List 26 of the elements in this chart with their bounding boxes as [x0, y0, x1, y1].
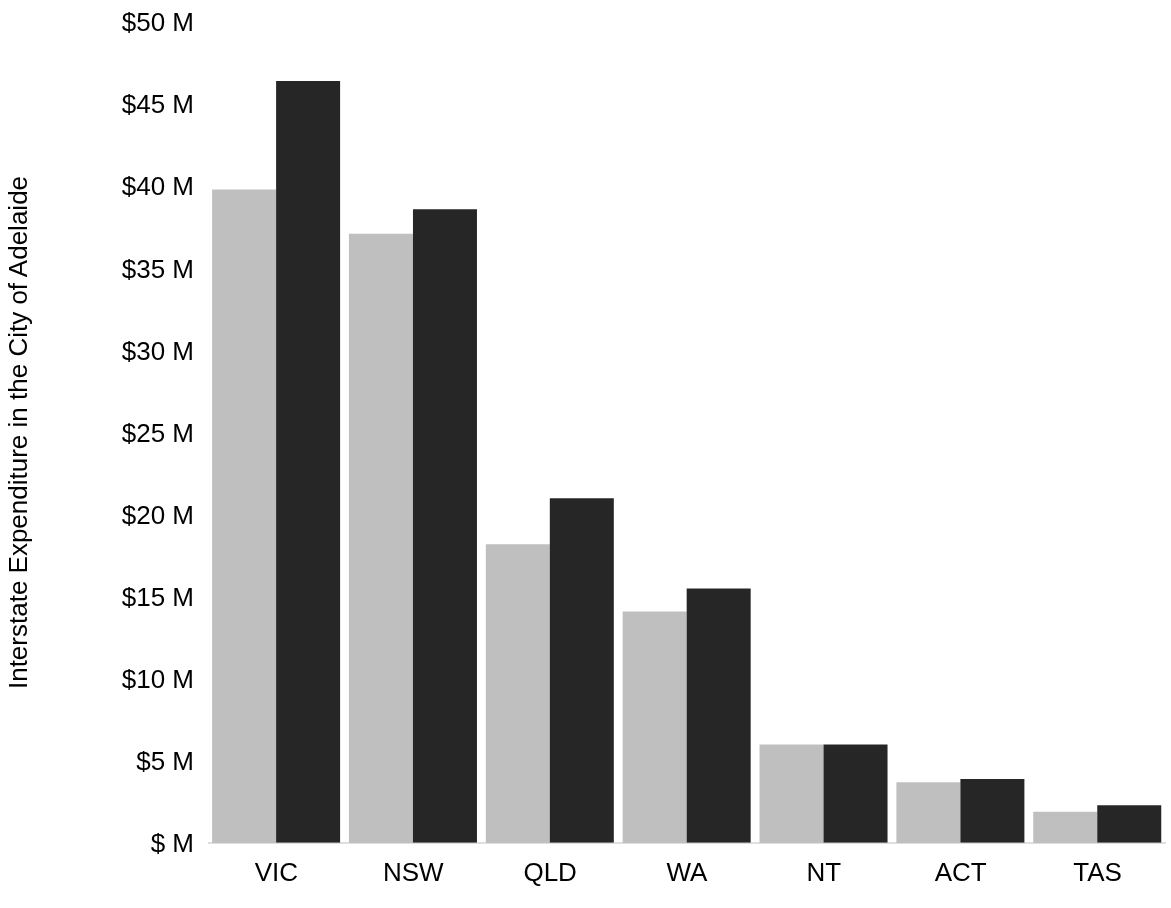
y-tick-label: $30 M [121, 335, 194, 366]
x-tick-label: NT [806, 857, 842, 888]
x-tick-label: WA [666, 857, 709, 888]
y-tick-label: $20 M [121, 499, 194, 530]
y-axis-title: Interstate Expenditure in the City of Adelaide [3, 175, 34, 690]
x-tick-label: TAS [1073, 857, 1122, 888]
y-tick-label: $50 M [121, 7, 194, 38]
bar [823, 744, 888, 843]
x-tick-label: QLD [523, 857, 577, 888]
bar [412, 209, 477, 843]
bar [960, 778, 1025, 843]
y-tick-label: $45 M [121, 89, 194, 120]
y-tick-label: $15 M [121, 581, 194, 612]
y-tick-label: $10 M [121, 664, 194, 695]
x-tick-label: VIC [254, 857, 299, 888]
bar [276, 81, 341, 843]
x-tick-label: NSW [382, 857, 445, 888]
y-tick-label: $35 M [121, 253, 194, 284]
bar [1097, 805, 1162, 843]
y-tick-label: $25 M [121, 417, 194, 448]
y-tick-label: $ M [150, 828, 194, 859]
y-tick-label: $5 M [136, 746, 194, 777]
bar [686, 588, 751, 843]
bar [549, 498, 614, 843]
x-tick-label: ACT [934, 857, 987, 888]
y-tick-label: $40 M [121, 171, 194, 202]
